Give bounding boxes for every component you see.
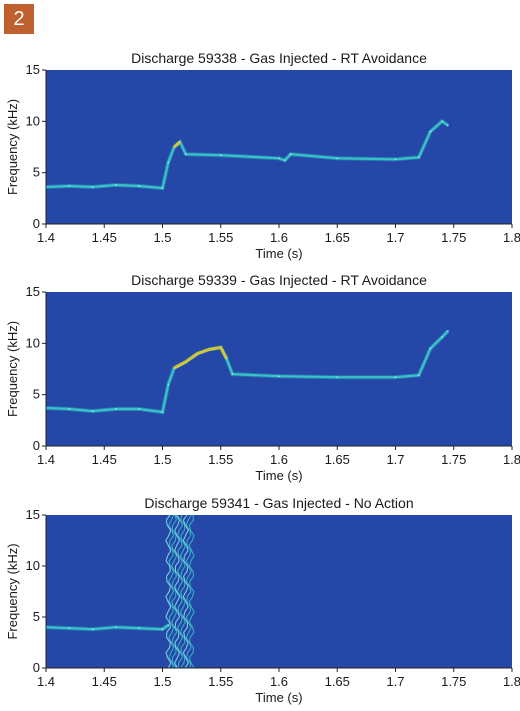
trace-point — [429, 130, 432, 133]
x-tick-label: 1.4 — [37, 674, 55, 689]
x-tick-label: 1.7 — [386, 674, 404, 689]
chart-panel-3: 1.4 1.45 1.5 1.55 1.6 1.65 1.7 1.75 1.8 0 5 10 15 Dis… — [5, 495, 520, 705]
trace-point — [447, 330, 449, 332]
y-tick-label: 5 — [33, 387, 40, 402]
y-tick-label: 5 — [33, 609, 40, 624]
x-tick-label: 1.45 — [92, 674, 117, 689]
y-tick-label: 0 — [33, 660, 40, 675]
y-tick-label: 10 — [26, 558, 40, 573]
x-tick-label: 1.7 — [386, 452, 404, 467]
x-tick-label: 1.4 — [37, 452, 55, 467]
trace-point — [68, 185, 71, 187]
x-tick-label: 1.45 — [92, 230, 117, 245]
trace-point — [394, 376, 397, 379]
mode-trace — [45, 119, 449, 190]
trace-point — [418, 156, 420, 159]
x-tick-label: 1.65 — [325, 674, 350, 689]
x-tick-label: 1.6 — [270, 674, 288, 689]
figure-label: 2 — [4, 4, 34, 34]
trace-point — [429, 347, 432, 350]
y-axis-label: Frequency (kHz) — [5, 99, 20, 195]
x-tick-label: 1.75 — [441, 674, 466, 689]
trace-point — [68, 408, 71, 410]
trace-point — [91, 628, 94, 630]
trace-point — [91, 410, 94, 412]
trace-point — [115, 626, 117, 628]
x-tick-label: 1.5 — [153, 230, 171, 245]
trace-point — [115, 184, 117, 186]
y-tick-label: 0 — [33, 438, 40, 453]
x-axis-label: Time (s) — [255, 246, 302, 261]
trace-point — [394, 158, 397, 161]
x-tick-label: 1.65 — [325, 230, 350, 245]
x-tick-label: 1.6 — [270, 230, 288, 245]
trace-point — [447, 124, 449, 127]
chart-panel-2: 1.4 1.45 1.5 1.55 1.6 1.65 1.7 1.75 1.8 0 5 10 15 Dis… — [5, 272, 520, 483]
x-tick-label: 1.8 — [503, 230, 520, 245]
y-tick-label: 5 — [33, 165, 40, 180]
trace-point — [441, 120, 443, 123]
y-tick-label: 10 — [26, 113, 40, 128]
x-tick-label: 1.4 — [37, 230, 55, 245]
x-tick-label: 1.8 — [503, 452, 520, 467]
x-tick-label: 1.55 — [208, 230, 233, 245]
trace-point — [278, 375, 280, 378]
plot-area — [46, 70, 512, 224]
trace-point — [161, 411, 164, 413]
high-amplitude-segment — [173, 140, 181, 149]
trace-point — [278, 157, 280, 160]
trace-point — [167, 383, 170, 386]
trace-point — [289, 153, 292, 155]
trace-point — [418, 374, 420, 377]
x-tick-label: 1.5 — [153, 674, 171, 689]
trace-point — [115, 408, 117, 410]
chart-panel-1: 1.4 1.45 1.5 1.55 1.6 1.65 1.7 1.75 1.8 0 5 10 15 Dis… — [5, 50, 520, 261]
trace-point — [138, 408, 140, 410]
trace-point — [68, 627, 71, 629]
chart-title: Discharge 59339 - Gas Injected - RT Avoi… — [131, 272, 427, 288]
x-tick-label: 1.75 — [441, 452, 466, 467]
x-tick-label: 1.55 — [208, 452, 233, 467]
high-amplitude-segment — [173, 345, 228, 370]
trace-point — [138, 185, 140, 187]
x-tick-label: 1.8 — [503, 674, 520, 689]
trace-point — [336, 376, 339, 379]
trace-point — [161, 187, 164, 189]
y-tick-label: 0 — [33, 216, 40, 231]
y-axis-label: Frequency (kHz) — [5, 543, 20, 639]
trace-point — [185, 153, 187, 155]
x-tick-label: 1.75 — [441, 230, 466, 245]
plot-area — [46, 292, 512, 446]
trace-point — [91, 186, 94, 188]
broadband-burst — [165, 514, 195, 669]
y-tick-label: 10 — [26, 335, 40, 350]
x-tick-label: 1.5 — [153, 452, 171, 467]
chart-title: Discharge 59341 - Gas Injected - No Acti… — [144, 495, 413, 511]
x-tick-label: 1.45 — [92, 452, 117, 467]
y-tick-label: 15 — [26, 62, 40, 77]
x-axis-label: Time (s) — [255, 468, 302, 483]
x-tick-label: 1.6 — [270, 452, 288, 467]
x-tick-label: 1.65 — [325, 452, 350, 467]
plot-area — [46, 515, 512, 668]
x-tick-label: 1.7 — [386, 230, 404, 245]
y-axis-label: Frequency (kHz) — [5, 321, 20, 417]
trace-point — [161, 628, 164, 630]
trace-point — [167, 624, 170, 626]
trace-point — [441, 336, 443, 339]
y-tick-label: 15 — [26, 507, 40, 522]
x-tick-label: 1.55 — [208, 674, 233, 689]
trace-point — [167, 161, 170, 164]
y-tick-label: 15 — [26, 284, 40, 299]
chart-title: Discharge 59338 - Gas Injected - RT Avoi… — [131, 50, 427, 66]
trace-point — [220, 154, 222, 156]
trace-point — [231, 373, 234, 375]
trace-point — [284, 159, 286, 162]
trace-point — [138, 627, 140, 629]
x-axis-label: Time (s) — [255, 690, 302, 705]
trace-point — [336, 157, 339, 160]
